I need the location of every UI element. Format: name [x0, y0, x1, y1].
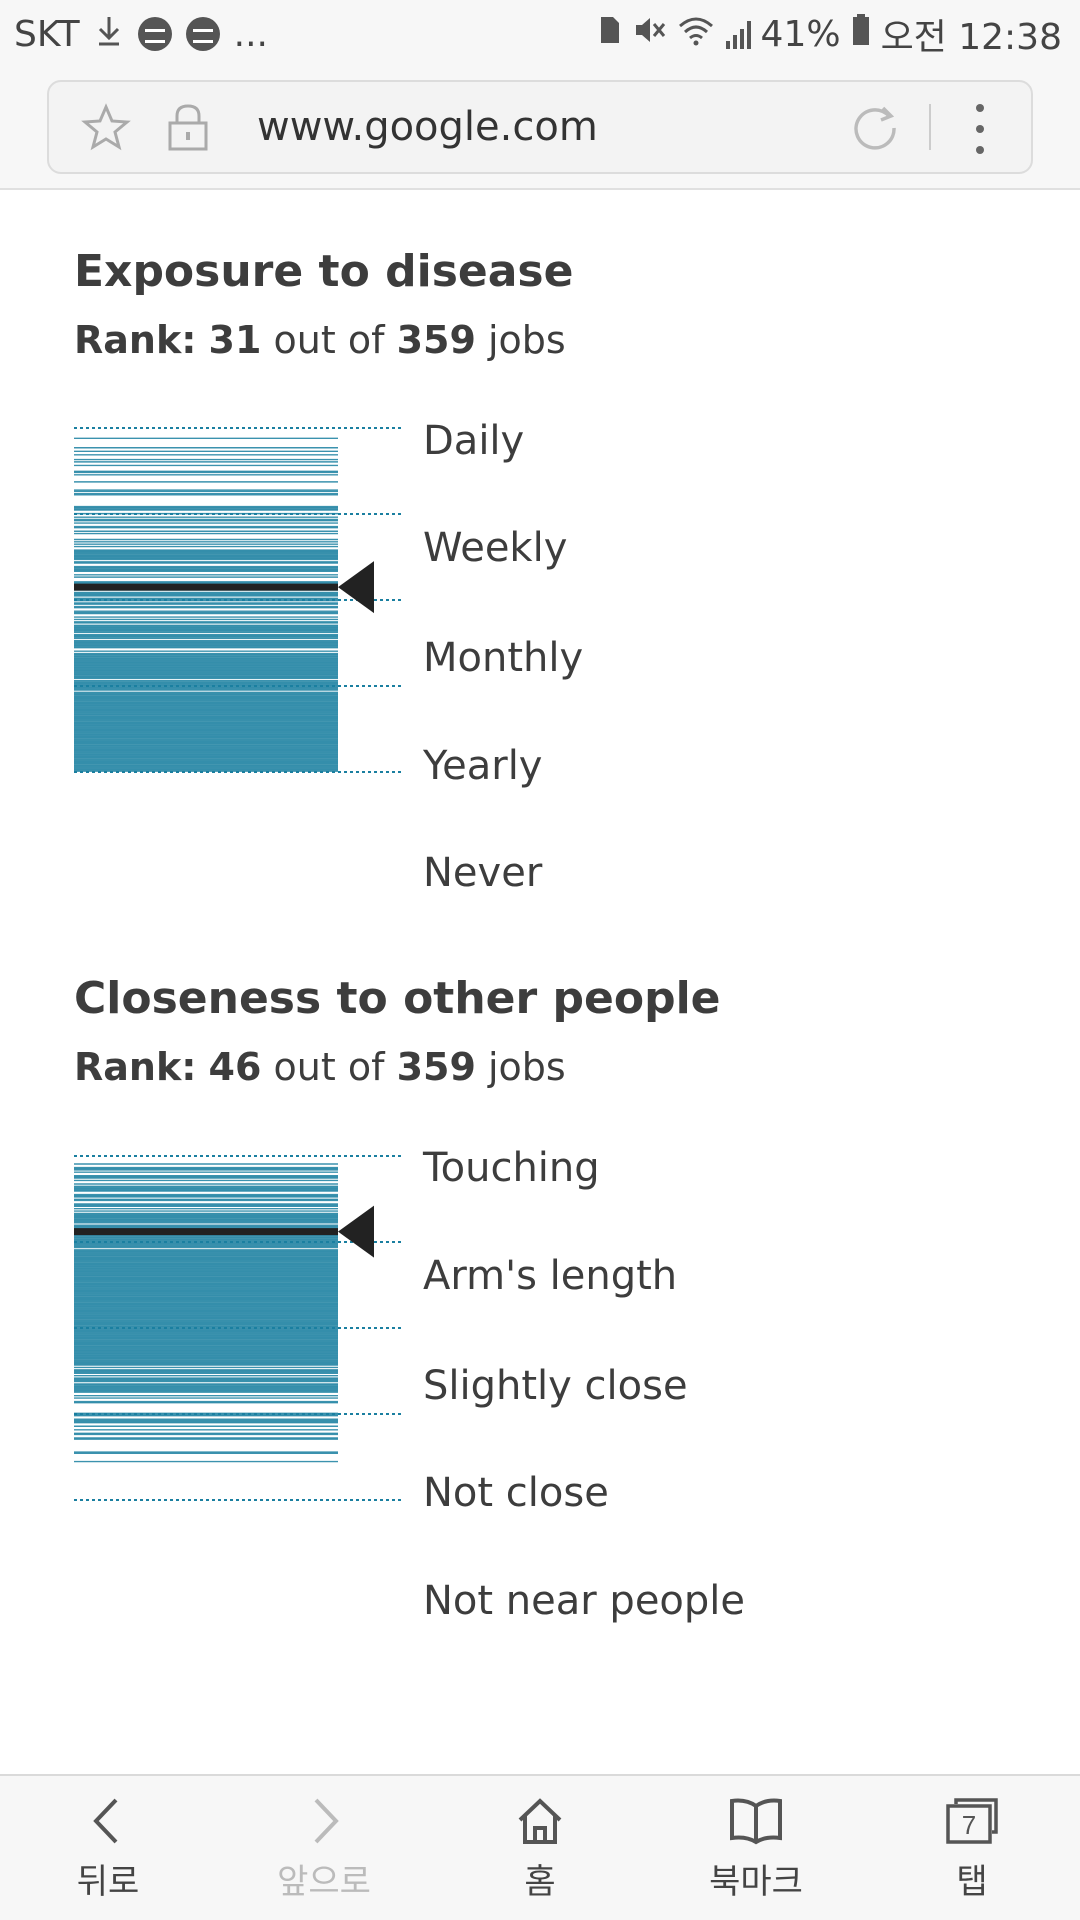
level-label-daily: Daily: [423, 418, 525, 464]
wifi-icon: [676, 14, 716, 55]
reload-icon[interactable]: [849, 102, 901, 158]
tabs-label: 탭: [956, 1862, 988, 1902]
status-bar: SKT ... 41% 오전 12:38: [0, 0, 1080, 68]
battery-icon: [851, 13, 871, 56]
book-icon: [730, 1798, 782, 1845]
tabs-icon: 7: [946, 1798, 998, 1844]
level-label-monthly: Monthly: [423, 635, 584, 681]
rank-prefix: Rank:: [74, 1045, 197, 1089]
carrier-label: SKT: [14, 13, 80, 55]
bookmark-star-icon[interactable]: [81, 102, 131, 156]
forward-button[interactable]: 앞으로: [216, 1776, 432, 1920]
rank-mid: out of: [273, 318, 385, 362]
home-label: 홈: [524, 1862, 556, 1902]
mute-icon: [632, 14, 666, 55]
level-label-touching: Touching: [423, 1145, 600, 1191]
browser-toolbar: www.google.com: [0, 68, 1080, 190]
chevron-left-icon: [93, 1798, 118, 1844]
status-right: 41% 오전 12:38: [598, 8, 1062, 60]
level-label-arms-length: Arm's length: [423, 1253, 678, 1299]
download-icon: [94, 13, 124, 56]
forward-label: 앞으로: [277, 1862, 371, 1902]
url-text[interactable]: www.google.com: [257, 104, 598, 150]
clock: 오전 12:38: [880, 17, 1062, 58]
back-button[interactable]: 뒤로: [0, 1776, 216, 1920]
level-label-slightly-close: Slightly close: [423, 1363, 688, 1409]
strip-chart-disease: [74, 427, 402, 773]
home-button[interactable]: 홈: [432, 1776, 648, 1920]
home-icon: [518, 1798, 562, 1844]
back-label: 뒤로: [76, 1862, 140, 1902]
tabs-button[interactable]: 7 탭: [864, 1776, 1080, 1920]
app-notification-icon-2: [185, 17, 220, 51]
section-title-disease: Exposure to disease: [74, 246, 574, 297]
rank-total: 359: [396, 318, 476, 362]
tab-count: 7: [962, 1810, 976, 1840]
more-notifications-label: ...: [233, 13, 268, 55]
section-title-closeness: Closeness to other people: [74, 973, 721, 1024]
rank-line-closeness: Rank: 46 out of 359 jobs: [74, 1045, 566, 1089]
address-bar[interactable]: www.google.com: [47, 80, 1033, 174]
page-content: Exposure to disease Rank: 31 out of 359 …: [0, 190, 1080, 1774]
chevron-right-icon: [314, 1798, 339, 1844]
more-options-icon[interactable]: [975, 104, 985, 154]
rank-value: 46: [208, 1045, 262, 1089]
signal-icon: [725, 19, 751, 49]
rank-suffix: jobs: [487, 1045, 566, 1089]
sim-icon: [598, 14, 622, 55]
battery-percent: 41%: [760, 13, 841, 55]
level-label-not-close: Not close: [423, 1470, 609, 1516]
toolbar-divider: [929, 104, 931, 150]
level-label-never: Never: [423, 850, 543, 896]
bookmarks-button[interactable]: 북마크: [648, 1776, 864, 1920]
rank-prefix: Rank:: [74, 318, 197, 362]
level-label-weekly: Weekly: [423, 525, 568, 571]
highlight-arrow-icon: [338, 561, 374, 614]
highlight-arrow-icon: [338, 1205, 374, 1258]
rank-line-disease: Rank: 31 out of 359 jobs: [74, 318, 566, 362]
rank-value: 31: [208, 318, 262, 362]
app-notification-icon: [137, 17, 172, 51]
bottom-navigation: 뒤로 앞으로 홈 북마크 7 탭: [0, 1774, 1080, 1920]
bookmarks-label: 북마크: [709, 1862, 803, 1902]
level-label-yearly: Yearly: [423, 743, 543, 789]
rank-suffix: jobs: [487, 318, 566, 362]
status-left: SKT ...: [14, 13, 268, 56]
level-label-not-near-people: Not near people: [423, 1578, 746, 1624]
lock-icon[interactable]: [165, 102, 211, 156]
rank-total: 359: [396, 1045, 476, 1089]
strip-chart-closeness: [74, 1155, 402, 1501]
rank-mid: out of: [273, 1045, 385, 1089]
